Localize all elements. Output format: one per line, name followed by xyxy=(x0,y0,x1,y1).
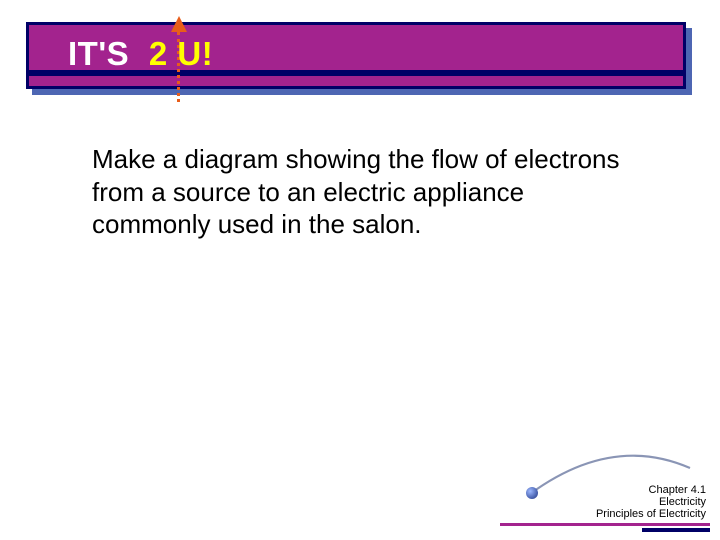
footer-accent-bar xyxy=(642,528,710,532)
arrow-up-icon xyxy=(171,16,187,32)
footer-text: Chapter 4.1 Electricity Principles of El… xyxy=(596,484,706,520)
footer-line-2: Electricity xyxy=(596,496,706,508)
footer-bar xyxy=(500,523,710,526)
title-left: IT'S xyxy=(68,35,129,72)
body-text: Make a diagram showing the flow of elect… xyxy=(92,143,632,241)
title-right: 2 U! xyxy=(149,35,213,72)
footer-line-1: Chapter 4.1 xyxy=(596,484,706,496)
footer-line-3: Principles of Electricity xyxy=(596,508,706,520)
page-title: IT'S 2 U! xyxy=(68,35,213,73)
footer-container: Chapter 4.1 Electricity Principles of El… xyxy=(450,457,710,532)
sphere-icon xyxy=(526,487,538,499)
